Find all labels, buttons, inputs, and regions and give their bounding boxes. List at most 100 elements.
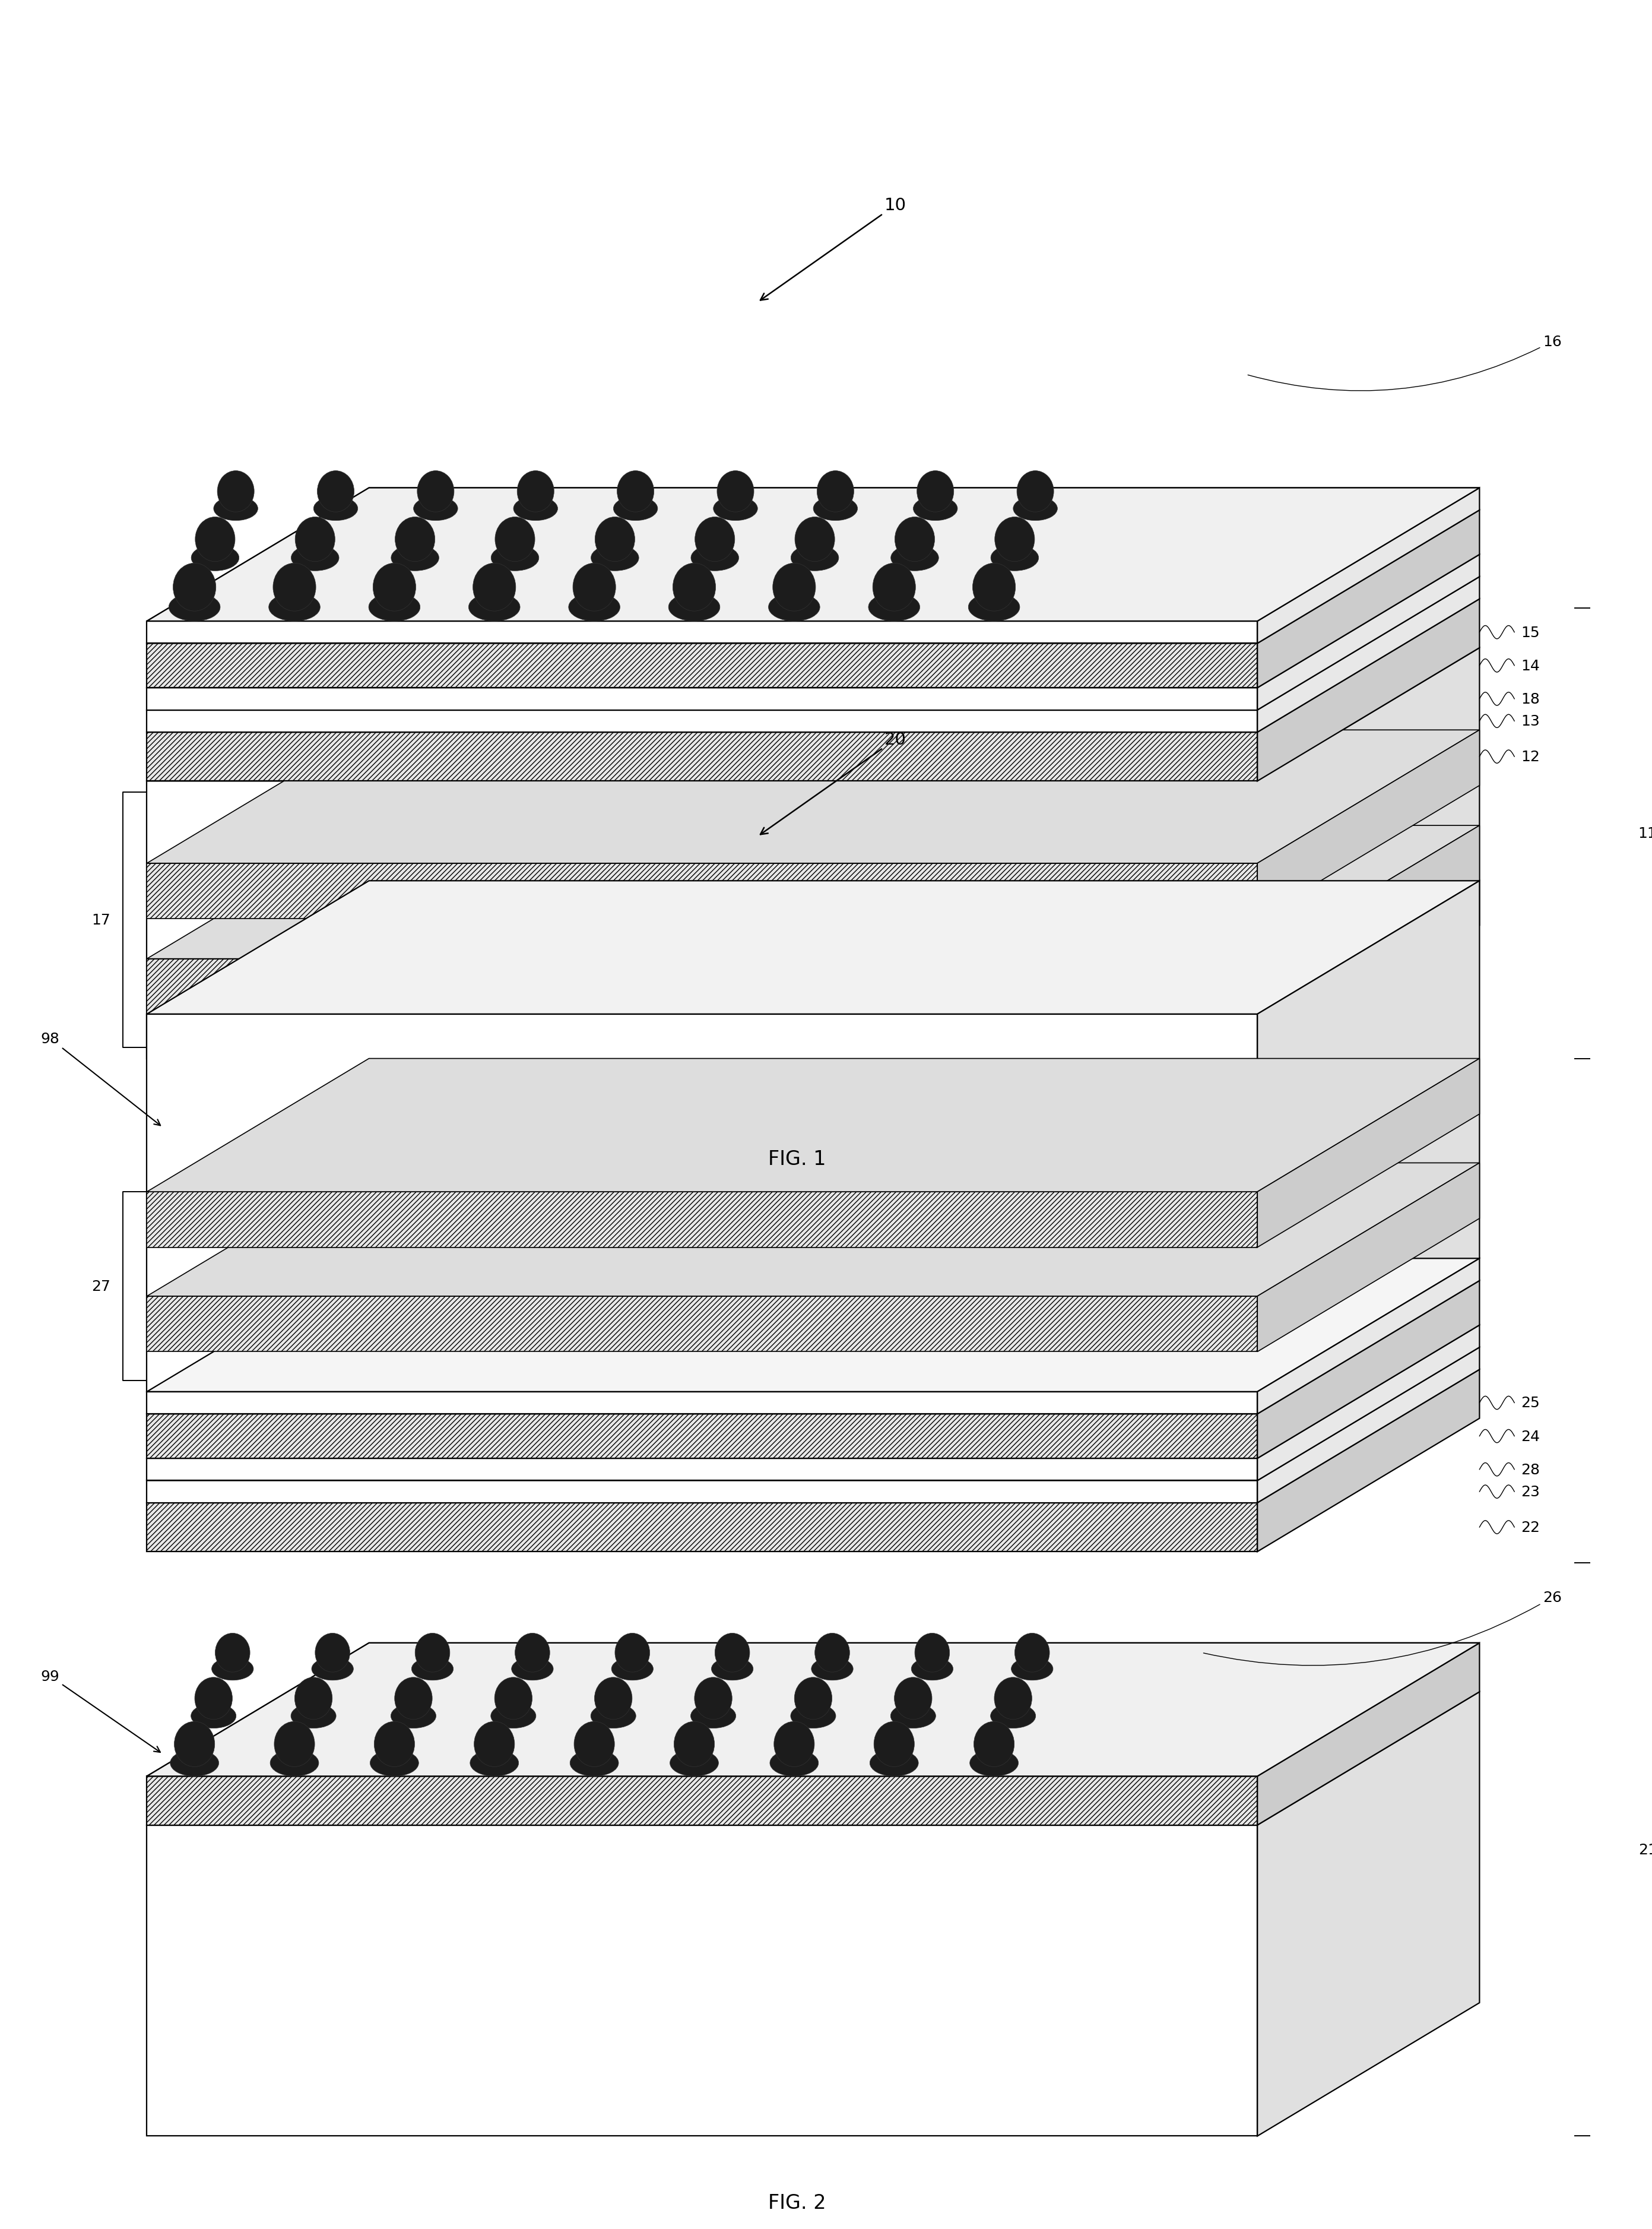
Ellipse shape [995, 517, 1034, 562]
Text: 98: 98 [41, 1032, 160, 1126]
Text: 18: 18 [1521, 691, 1540, 707]
Ellipse shape [570, 1750, 618, 1777]
Polygon shape [1257, 731, 1480, 918]
Ellipse shape [914, 497, 958, 522]
Ellipse shape [192, 1703, 236, 1727]
Polygon shape [147, 1692, 1480, 1826]
Ellipse shape [912, 1658, 953, 1681]
Ellipse shape [890, 546, 938, 571]
Ellipse shape [195, 517, 235, 562]
Ellipse shape [795, 517, 834, 562]
Ellipse shape [613, 497, 657, 522]
Polygon shape [147, 1014, 1257, 1391]
Ellipse shape [995, 1678, 1032, 1719]
Polygon shape [1257, 1643, 1480, 1826]
Ellipse shape [418, 470, 454, 513]
Polygon shape [147, 488, 1480, 622]
Ellipse shape [991, 546, 1039, 571]
Ellipse shape [970, 1750, 1018, 1777]
Ellipse shape [312, 1658, 354, 1681]
Ellipse shape [1014, 1634, 1049, 1672]
Ellipse shape [714, 497, 758, 522]
Ellipse shape [170, 1750, 218, 1777]
Polygon shape [1257, 649, 1480, 1059]
Polygon shape [147, 649, 1480, 782]
Text: 22: 22 [1521, 1520, 1540, 1534]
Text: 23: 23 [1521, 1485, 1540, 1498]
Ellipse shape [895, 517, 935, 562]
Ellipse shape [871, 1750, 919, 1777]
Ellipse shape [872, 564, 915, 611]
Polygon shape [147, 577, 1480, 711]
Polygon shape [1257, 1164, 1480, 1353]
Polygon shape [1257, 1349, 1480, 1502]
Ellipse shape [515, 1634, 550, 1672]
Ellipse shape [915, 1634, 950, 1672]
Ellipse shape [496, 517, 535, 562]
Text: 14: 14 [1521, 660, 1540, 673]
Polygon shape [147, 1413, 1257, 1458]
Ellipse shape [491, 546, 539, 571]
Ellipse shape [291, 546, 339, 571]
Polygon shape [1257, 1692, 1480, 2135]
Polygon shape [147, 1193, 1257, 1248]
Ellipse shape [715, 1634, 750, 1672]
Polygon shape [147, 1326, 1480, 1458]
Ellipse shape [474, 1721, 514, 1768]
Ellipse shape [568, 593, 620, 622]
Polygon shape [147, 958, 1257, 1014]
Ellipse shape [471, 1750, 519, 1777]
Ellipse shape [213, 497, 258, 522]
Polygon shape [147, 1297, 1257, 1353]
Ellipse shape [415, 1634, 449, 1672]
Polygon shape [147, 1391, 1257, 1413]
Ellipse shape [768, 593, 819, 622]
Ellipse shape [517, 470, 553, 513]
Ellipse shape [317, 470, 354, 513]
Ellipse shape [591, 546, 639, 571]
Ellipse shape [192, 546, 240, 571]
Ellipse shape [269, 593, 320, 622]
Polygon shape [147, 1643, 1480, 1777]
Polygon shape [147, 1826, 1257, 2135]
Ellipse shape [917, 470, 953, 513]
Ellipse shape [173, 564, 216, 611]
Polygon shape [1257, 825, 1480, 1014]
Polygon shape [147, 1480, 1257, 1502]
Ellipse shape [791, 546, 839, 571]
Ellipse shape [271, 1750, 319, 1777]
Polygon shape [147, 782, 1257, 1059]
Ellipse shape [890, 1703, 935, 1727]
Polygon shape [147, 1502, 1257, 1551]
Ellipse shape [615, 1634, 649, 1672]
Ellipse shape [296, 517, 335, 562]
Polygon shape [147, 1349, 1480, 1480]
Ellipse shape [370, 1750, 418, 1777]
Text: 10: 10 [760, 196, 907, 301]
Polygon shape [1257, 1059, 1480, 1248]
Ellipse shape [173, 1721, 215, 1768]
Text: 20: 20 [760, 731, 907, 836]
Ellipse shape [469, 593, 520, 622]
Polygon shape [147, 711, 1257, 733]
Polygon shape [1257, 880, 1480, 1391]
Ellipse shape [395, 1678, 433, 1719]
Ellipse shape [573, 1721, 615, 1768]
Ellipse shape [573, 564, 616, 611]
Polygon shape [147, 1164, 1480, 1297]
Text: 16: 16 [1247, 334, 1561, 392]
Ellipse shape [773, 564, 816, 611]
Polygon shape [147, 1282, 1480, 1413]
Text: FIG. 2: FIG. 2 [768, 2193, 826, 2213]
Polygon shape [147, 1259, 1480, 1391]
Ellipse shape [669, 593, 720, 622]
Ellipse shape [195, 1678, 233, 1719]
Ellipse shape [694, 1678, 732, 1719]
Ellipse shape [314, 497, 358, 522]
Polygon shape [147, 1643, 1480, 1777]
Ellipse shape [814, 1634, 849, 1672]
Ellipse shape [291, 1703, 335, 1727]
Ellipse shape [618, 470, 654, 513]
Ellipse shape [691, 546, 738, 571]
Polygon shape [1257, 1282, 1480, 1458]
